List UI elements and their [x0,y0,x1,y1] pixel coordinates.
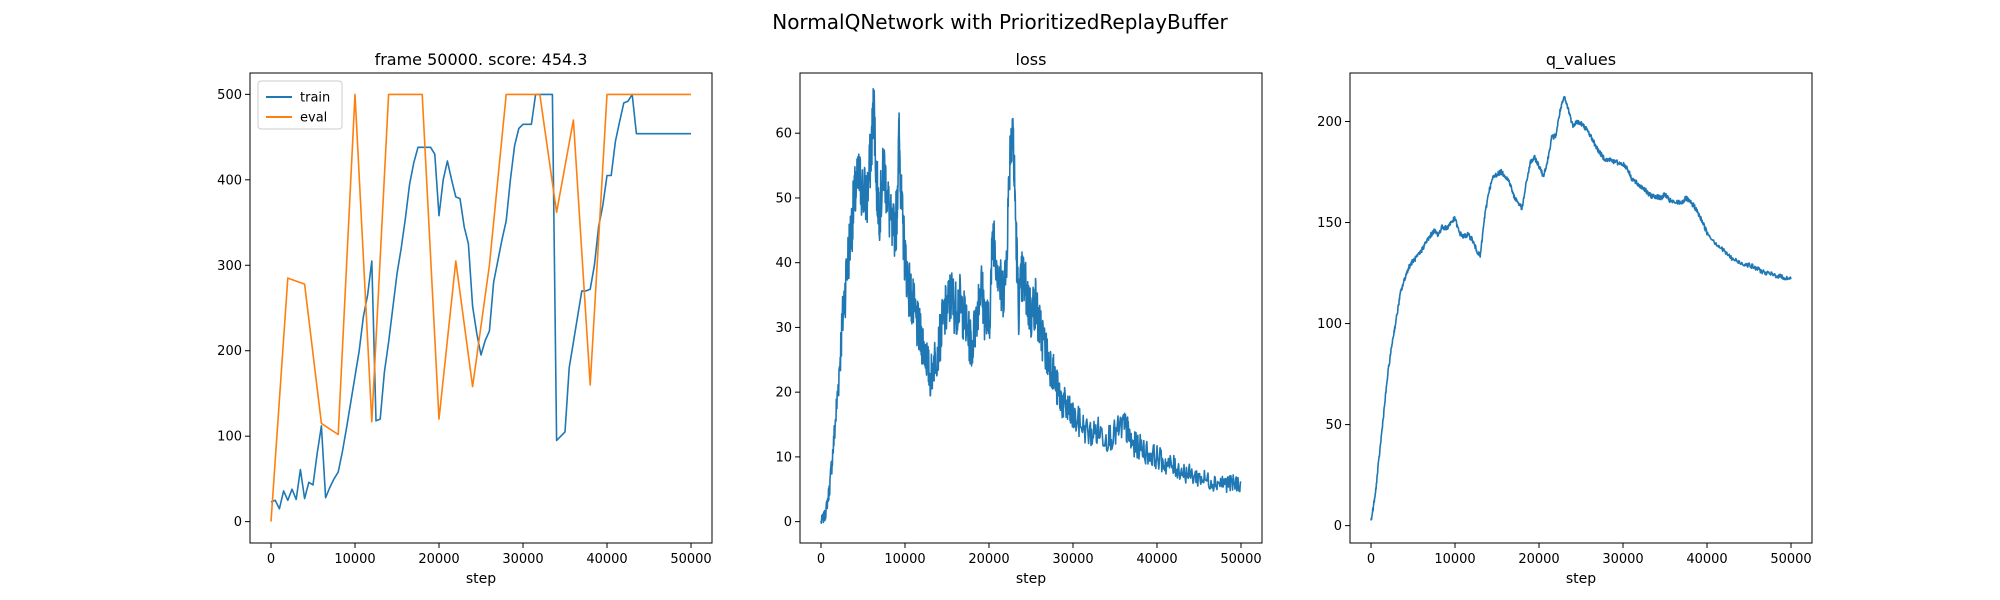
y-tick-label: 200 [1317,115,1342,130]
panel-q-values: 0 10000 20000 30000 40000 50000 0 50 100 150 200 q_… [1317,50,1813,587]
y-tick-label: 10 [775,450,792,465]
y-tick-label: 0 [784,515,792,530]
x-tick-label: 0 [267,552,275,567]
x-axis-label: step [1566,571,1596,587]
x-tick-label: 30000 [1052,552,1093,567]
legend-label-train: train [300,91,330,106]
y-tick-label: 100 [1317,317,1342,332]
plot-frame [249,72,713,544]
y-tick-label: 50 [775,191,792,206]
series-line-train [270,93,691,510]
panel-title: loss [1016,50,1047,69]
y-tick-label: 100 [217,430,242,445]
legend-label-eval: eval [300,111,327,126]
x-tick-label: 20000 [1518,552,1559,567]
x-tick-label: 0 [1367,552,1375,567]
x-tick-label: 50000 [1770,552,1811,567]
y-tick-label: 0 [1334,519,1342,534]
y-tick-label: 50 [1325,418,1342,433]
x-tick-label: 30000 [1602,552,1643,567]
x-axis-label: step [1016,571,1046,587]
panel-loss: 0 10000 20000 30000 40000 50000 0 10 20 30 40 50 60 l… [775,50,1263,587]
x-tick-label: 10000 [1434,552,1475,567]
y-tick-label: 500 [217,88,242,103]
legend: train eval [257,80,343,130]
panel-title: q_values [1546,50,1616,70]
x-tick-label: 10000 [884,552,925,567]
y-tick-label: 40 [775,256,792,271]
y-tick-label: 60 [775,127,792,142]
y-tick-label: 300 [217,259,242,274]
series-line-eval [270,93,691,522]
x-axis-label: step [466,571,496,587]
x-tick-label: 40000 [1136,552,1177,567]
panel-title: frame 50000. score: 454.3 [375,50,588,69]
panel-score: 0 10000 20000 30000 40000 50000 0 100 200 300 400 5… [217,50,713,587]
plot-frame [1349,72,1813,544]
y-tick-label: 150 [1317,216,1342,231]
x-tick-label: 40000 [586,552,627,567]
y-tick-label: 200 [217,344,242,359]
plot-frame [799,72,1263,544]
series-line-value [1370,96,1792,521]
x-tick-label: 10000 [334,552,375,567]
y-tick-label: 0 [234,515,242,530]
x-tick-label: 30000 [502,552,543,567]
y-tick-label: 400 [217,173,242,188]
y-tick-label: 20 [775,386,792,401]
x-tick-label: 0 [817,552,825,567]
x-tick-label: 50000 [670,552,711,567]
x-tick-label: 20000 [968,552,1009,567]
x-tick-label: 40000 [1686,552,1727,567]
figure-title: NormalQNetwork with PrioritizedReplayBuf… [772,10,1228,34]
series-line-value [820,88,1242,524]
x-tick-label: 50000 [1220,552,1261,567]
x-tick-label: 20000 [418,552,459,567]
y-tick-label: 30 [775,321,792,336]
